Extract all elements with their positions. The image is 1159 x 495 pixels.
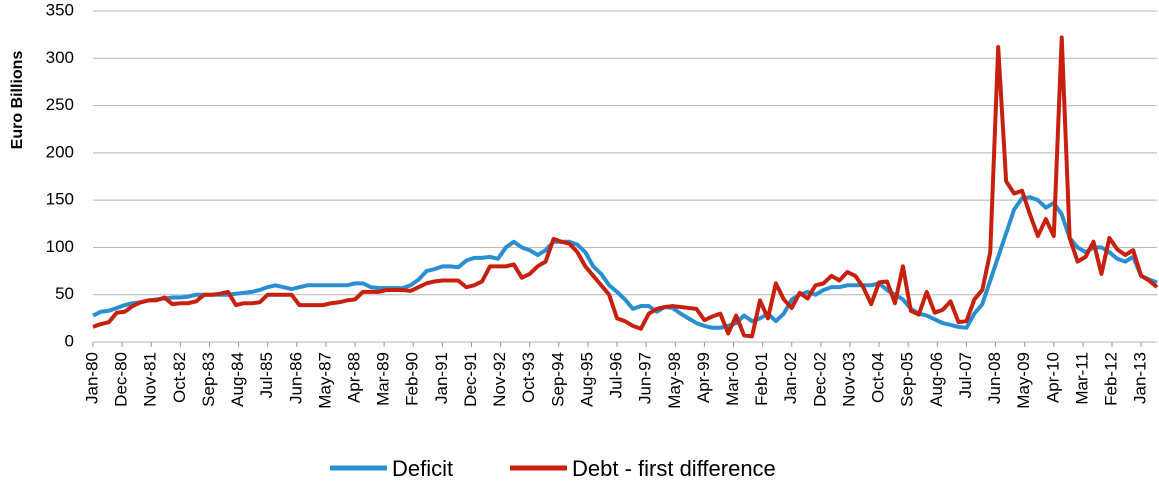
x-tick-label: Aug-06: [927, 352, 946, 407]
x-tick-label: Dec-91: [461, 352, 480, 407]
x-tick-label: Feb-12: [1101, 352, 1120, 406]
x-tick-label: Sep-94: [548, 352, 567, 407]
x-tick-label: Jan-02: [781, 352, 800, 404]
x-tick-label: May-98: [665, 352, 684, 409]
x-tick-label: Jul-07: [956, 352, 975, 398]
x-tick-label: Nov-92: [490, 352, 509, 407]
y-tick-label: 150: [46, 190, 74, 209]
y-tick-label: 50: [55, 284, 74, 303]
y-tick-label: 250: [46, 95, 74, 114]
x-tick-label: Apr-10: [1043, 352, 1062, 403]
x-tick-label: Dec-02: [810, 352, 829, 407]
x-tick-label: Jul-85: [257, 352, 276, 398]
x-tick-label: Mar-11: [1072, 352, 1091, 405]
legend-label: Debt - first difference: [572, 456, 776, 481]
x-tick-label: May-09: [1014, 352, 1033, 409]
x-tick-label: Jul-96: [607, 352, 626, 398]
x-tick-label: Mar-00: [723, 352, 742, 406]
y-axis-title: Euro Billions: [9, 51, 26, 150]
legend-label: Deficit: [392, 456, 453, 481]
series-line: [92, 35, 1159, 339]
x-tick-label: Feb-01: [752, 352, 771, 406]
y-tick-label: 100: [46, 237, 74, 256]
x-tick-label: Nov-03: [839, 352, 858, 407]
x-tick-label: Mar-89: [374, 352, 393, 406]
x-tick-label: Jan-80: [82, 352, 101, 404]
x-tick-label: Oct-82: [170, 352, 189, 403]
y-tick-label: 350: [46, 0, 74, 19]
x-tick-label: Sep-05: [898, 352, 917, 407]
x-tick-label: Apr-88: [345, 352, 364, 403]
x-tick-label: May-87: [315, 352, 334, 409]
x-tick-label: Sep-83: [199, 352, 218, 407]
y-tick-label: 200: [46, 142, 74, 161]
x-tick-label: Oct-04: [869, 352, 888, 403]
y-tick-label: 0: [65, 331, 74, 350]
x-tick-label: Dec-80: [112, 352, 131, 407]
series-line: [92, 195, 1158, 330]
x-tick-label: Jan-91: [432, 352, 451, 404]
x-tick-label: Oct-93: [519, 352, 538, 403]
x-tick-label: Nov-81: [141, 352, 160, 407]
x-tick-label: Jan-13: [1131, 352, 1150, 404]
x-tick-label: Apr-99: [694, 352, 713, 403]
x-tick-label: Aug-84: [228, 352, 247, 407]
x-tick-label: Jun-97: [636, 352, 655, 404]
x-tick-label: Aug-95: [577, 352, 596, 407]
x-tick-label: Feb-90: [403, 352, 422, 406]
y-tick-label: 300: [46, 48, 74, 67]
x-tick-label: Jun-08: [985, 352, 1004, 404]
x-tick-label: Jun-86: [286, 352, 305, 404]
